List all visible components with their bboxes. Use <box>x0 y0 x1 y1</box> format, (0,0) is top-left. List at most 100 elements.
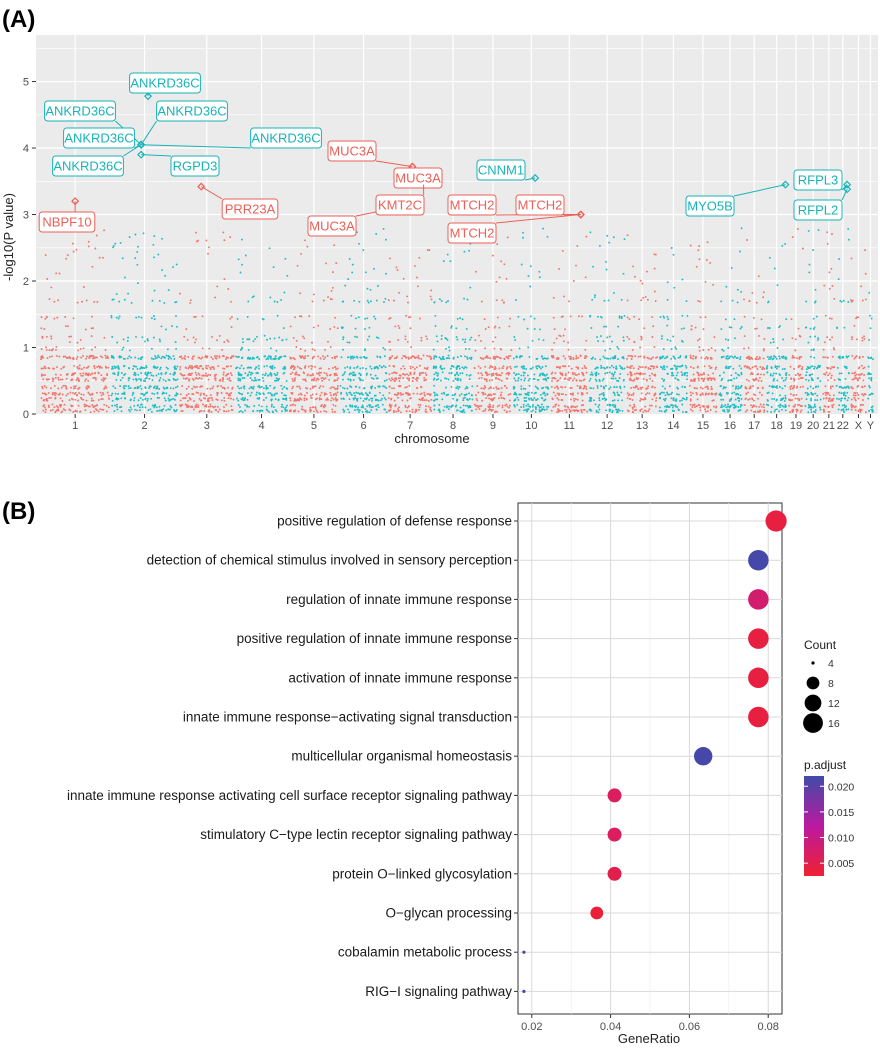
manhattan-point <box>723 405 725 408</box>
manhattan-point <box>565 408 568 411</box>
manhattan-point <box>199 410 202 412</box>
manhattan-point <box>392 299 395 302</box>
manhattan-point <box>74 385 77 388</box>
manhattan-point <box>295 373 298 376</box>
manhattan-point <box>238 410 241 413</box>
manhattan-point <box>796 403 799 406</box>
manhattan-point <box>161 269 164 272</box>
manhattan-point <box>520 393 522 396</box>
manhattan-point <box>376 285 379 287</box>
manhattan-point <box>740 290 743 293</box>
manhattan-point <box>227 340 230 343</box>
manhattan-point <box>696 398 699 401</box>
manhattan-point <box>334 379 337 382</box>
gene-label-box <box>44 100 116 122</box>
manhattan-x-tick-label: 19 <box>790 420 802 432</box>
manhattan-point <box>726 410 729 413</box>
manhattan-point <box>847 396 850 399</box>
manhattan-point <box>409 327 412 330</box>
manhattan-point <box>665 409 668 411</box>
manhattan-point <box>78 364 81 367</box>
manhattan-point <box>420 372 423 375</box>
manhattan-point <box>668 393 671 396</box>
manhattan-point <box>761 368 764 370</box>
manhattan-point <box>348 341 351 344</box>
manhattan-point <box>182 397 184 400</box>
manhattan-point <box>90 354 93 357</box>
manhattan-point <box>311 386 314 389</box>
manhattan-point <box>377 403 379 406</box>
manhattan-point <box>481 374 484 376</box>
manhattan-point <box>663 365 665 368</box>
manhattan-point <box>790 378 793 381</box>
manhattan-point <box>550 385 553 388</box>
manhattan-point <box>341 300 344 303</box>
manhattan-point <box>610 377 613 380</box>
manhattan-point <box>353 367 356 369</box>
manhattan-point <box>762 403 765 406</box>
manhattan-point <box>489 398 492 401</box>
manhattan-point <box>303 409 306 412</box>
manhattan-point <box>209 374 212 376</box>
term-point <box>748 628 769 649</box>
manhattan-point <box>74 409 77 412</box>
manhattan-point <box>513 404 516 407</box>
manhattan-point <box>522 405 525 408</box>
manhattan-point <box>747 398 750 401</box>
manhattan-point <box>336 379 339 382</box>
manhattan-point <box>864 272 867 275</box>
manhattan-point <box>46 357 49 360</box>
manhattan-point <box>852 394 855 397</box>
manhattan-point <box>268 247 271 250</box>
manhattan-point <box>515 365 518 368</box>
manhattan-point <box>769 357 772 360</box>
manhattan-point <box>843 392 846 395</box>
manhattan-point <box>191 377 194 380</box>
manhattan-point <box>603 357 606 359</box>
manhattan-point <box>808 404 811 407</box>
manhattan-point <box>763 368 766 370</box>
manhattan-point <box>660 337 663 340</box>
manhattan-point <box>815 367 818 370</box>
manhattan-point <box>600 385 603 388</box>
manhattan-point <box>642 296 645 299</box>
manhattan-point <box>262 318 265 321</box>
manhattan-point <box>617 358 620 361</box>
manhattan-point <box>457 377 459 380</box>
manhattan-point <box>133 387 136 390</box>
manhattan-point <box>192 385 195 388</box>
manhattan-point <box>734 355 737 358</box>
manhattan-point <box>610 364 613 367</box>
manhattan-point <box>853 396 856 399</box>
manhattan-point <box>663 410 666 413</box>
manhattan-point <box>701 405 704 408</box>
manhattan-point <box>489 393 492 396</box>
manhattan-point <box>298 366 301 369</box>
manhattan-point <box>368 326 371 329</box>
manhattan-point <box>514 339 517 342</box>
manhattan-point <box>491 366 494 369</box>
manhattan-point <box>840 399 843 402</box>
manhattan-point <box>159 368 161 371</box>
manhattan-point <box>778 326 781 329</box>
manhattan-point <box>262 387 265 390</box>
term-point <box>748 706 769 728</box>
manhattan-point <box>77 349 80 352</box>
manhattan-point <box>371 397 374 400</box>
manhattan-point <box>504 404 507 407</box>
manhattan-point <box>854 399 857 402</box>
manhattan-point <box>762 357 765 360</box>
manhattan-point <box>94 378 97 381</box>
manhattan-point <box>411 376 414 379</box>
manhattan-point <box>45 346 47 349</box>
manhattan-point <box>600 364 603 367</box>
manhattan-point <box>281 339 284 342</box>
manhattan-point <box>733 377 736 380</box>
manhattan-point <box>79 338 82 341</box>
manhattan-point <box>81 374 84 377</box>
manhattan-point <box>474 349 477 352</box>
manhattan-point <box>588 379 591 382</box>
manhattan-point <box>173 398 176 401</box>
manhattan-point <box>735 357 738 360</box>
manhattan-point <box>366 317 369 320</box>
